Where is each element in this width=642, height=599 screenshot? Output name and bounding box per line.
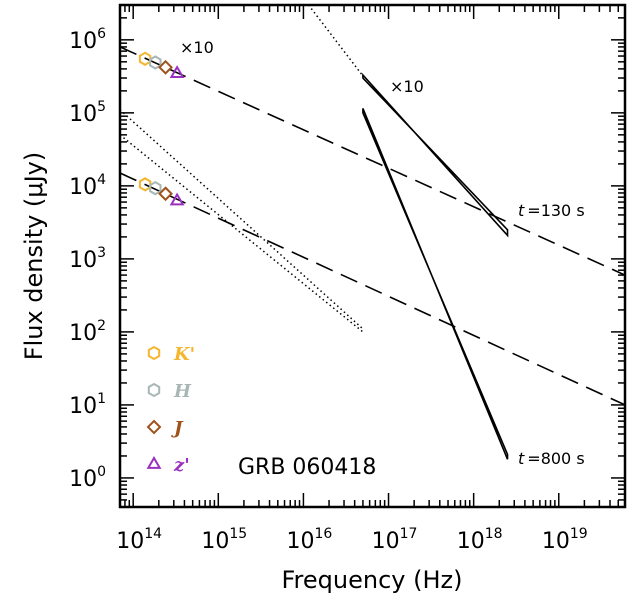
legend-label-1: H — [173, 381, 192, 402]
epoch-label-130: t =130 s — [518, 201, 585, 220]
data-point-s0-p0 — [138, 51, 152, 66]
x-tick-label-18: 1018 — [457, 526, 503, 554]
legend-marker-2 — [146, 419, 162, 435]
legend-marker-3 — [146, 455, 162, 469]
annotation-x10-xray: ×10 — [390, 77, 424, 96]
epoch-label-800-value: =800 s — [527, 449, 584, 468]
y-tick-label-2: 102 — [69, 318, 106, 346]
x-tick-label-19: 1019 — [542, 526, 588, 554]
x-tick-label-17: 1017 — [372, 526, 418, 554]
y-tick-label-1: 101 — [69, 391, 106, 419]
legend: K' HJz' — [146, 344, 195, 476]
x-axis-label: Frequency (Hz) — [282, 566, 463, 594]
data-point-s3-p0 — [169, 65, 185, 79]
x-tick-label-15: 1015 — [201, 526, 247, 554]
x-tick-label-16: 1016 — [287, 526, 333, 554]
data-point-s2-p0 — [158, 59, 173, 75]
y-axis-label: Flux density (μJy) — [20, 152, 48, 360]
data-point-s2-p1 — [158, 186, 173, 202]
y-tick-label-4: 104 — [69, 172, 106, 200]
legend-marker-1 — [147, 382, 161, 398]
plot-frame — [118, 3, 627, 509]
data-points — [138, 51, 185, 206]
model-line-dotted-3 — [120, 109, 364, 330]
epoch-label-130-value: =130 s — [527, 201, 584, 220]
model-lines — [120, 5, 625, 406]
xray-bowties — [362, 72, 509, 460]
axis-ticks — [119, 4, 626, 508]
epoch-label-130-t: t — [518, 201, 525, 220]
annotation-x10-optical: ×10 — [180, 38, 214, 57]
model-line-dashed-1 — [120, 172, 625, 406]
y-tick-label-6: 106 — [69, 26, 106, 54]
data-point-s1-p1 — [149, 181, 162, 196]
y-tick-label-5: 105 — [69, 99, 106, 127]
y-tick-label-0: 100 — [69, 464, 106, 492]
y-tick-label-3: 103 — [69, 245, 106, 273]
legend-label-3: z' — [173, 455, 190, 476]
chart-title: GRB 060418 — [238, 455, 376, 480]
model-line-dashed-0 — [120, 46, 625, 276]
data-point-s1-p0 — [149, 55, 162, 70]
model-line-dotted-2 — [307, 5, 364, 77]
legend-marker-0 — [147, 345, 161, 361]
x-tick-label-14: 1014 — [116, 526, 162, 554]
legend-label-0: K' — [173, 344, 195, 365]
data-point-s3-p1 — [169, 192, 185, 206]
xray-bowtie-1 — [362, 108, 509, 460]
axis-tick-labels: 1014 1015 1016 1017 1018 1019 100 101 102 103 104 1… — [69, 26, 588, 554]
model-line-dotted-4 — [120, 134, 364, 333]
data-point-s0-p1 — [138, 177, 152, 192]
xray-bowtie-0 — [362, 72, 509, 238]
epoch-label-800-t: t — [518, 449, 525, 468]
legend-label-2: J — [171, 418, 184, 439]
epoch-label-800: t =800 s — [518, 449, 585, 468]
